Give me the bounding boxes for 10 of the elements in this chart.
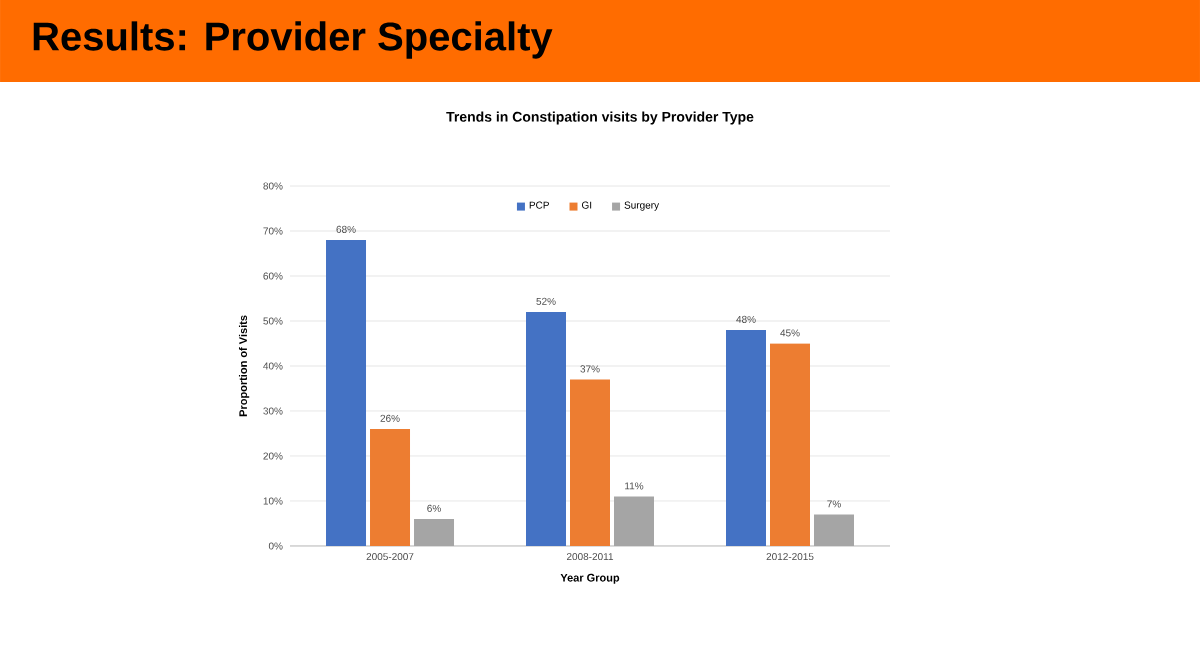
bar: [326, 240, 367, 546]
bar: [570, 379, 610, 546]
bar: [526, 311, 566, 546]
bar: [370, 428, 411, 546]
chart-title: Results: Provider Specialty: [33, 21, 553, 59]
bar: [414, 518, 455, 546]
bar: [614, 496, 654, 546]
bar: [726, 329, 766, 546]
bar: [770, 343, 810, 546]
bar: [814, 514, 854, 546]
